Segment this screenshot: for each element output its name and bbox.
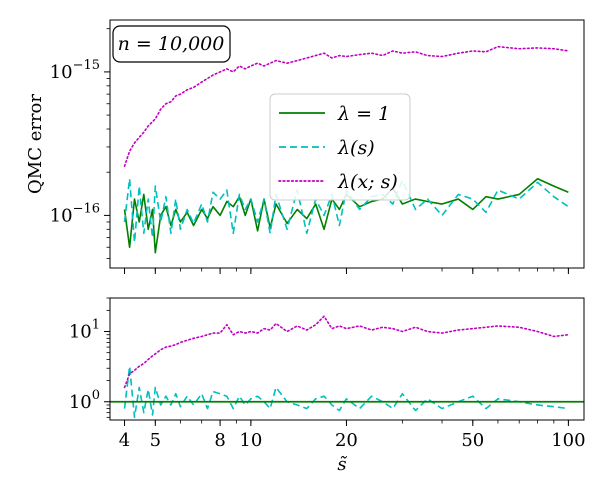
y-tick-exponent: −15 <box>73 58 100 73</box>
y-tick-label: 100 <box>69 388 100 413</box>
x-tick-label: 100 <box>551 430 585 451</box>
legend: λ = 1 λ(s) λ(x; s) <box>269 93 411 201</box>
x-axis-label: s̃ <box>337 454 347 475</box>
plot-area <box>123 315 570 419</box>
legend-label: λ(s) <box>337 137 375 159</box>
annotation-box: n = 10,000 <box>112 25 231 63</box>
y-tick-exponent: 0 <box>92 388 100 403</box>
y-tick-base: 10 <box>69 322 92 343</box>
x-tick-label: 10 <box>239 430 262 451</box>
plot-area <box>123 45 570 254</box>
y-axis-label: QMC error <box>25 94 46 194</box>
y-tick-base: 10 <box>69 392 92 413</box>
legend-label: λ(x; s) <box>337 171 398 193</box>
series-line-lambda-xs <box>123 315 570 389</box>
series-line-lambda-s <box>123 365 569 419</box>
y-tick-label: 101 <box>69 318 100 343</box>
bottom-axes-frame <box>109 297 585 421</box>
legend-frame <box>269 93 411 201</box>
annotation-frame <box>112 25 231 63</box>
x-tick-label: 4 <box>119 430 130 451</box>
x-tick-label: 20 <box>335 430 358 451</box>
y-tick-exponent: 1 <box>92 318 100 333</box>
y-tick-exponent: −16 <box>73 201 100 216</box>
series-line-lambda-xs <box>123 45 570 168</box>
x-tick-label: 8 <box>214 430 225 451</box>
top-axes-frame <box>109 19 585 269</box>
y-tick-base: 10 <box>50 205 73 226</box>
x-tick-label: 50 <box>461 430 484 451</box>
series-line-lambda-s <box>123 177 569 244</box>
y-tick-label: 10−16 <box>50 201 100 226</box>
series-line-lambda-1 <box>123 177 569 254</box>
annotation-text: n = 10,000 <box>118 33 225 55</box>
y-tick-label: 10−15 <box>50 58 100 83</box>
x-tick-label: 5 <box>150 430 161 451</box>
y-tick-base: 10 <box>50 62 73 83</box>
legend-label: λ = 1 <box>337 103 390 125</box>
